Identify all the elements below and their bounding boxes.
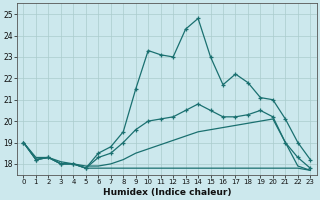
X-axis label: Humidex (Indice chaleur): Humidex (Indice chaleur)	[103, 188, 231, 197]
